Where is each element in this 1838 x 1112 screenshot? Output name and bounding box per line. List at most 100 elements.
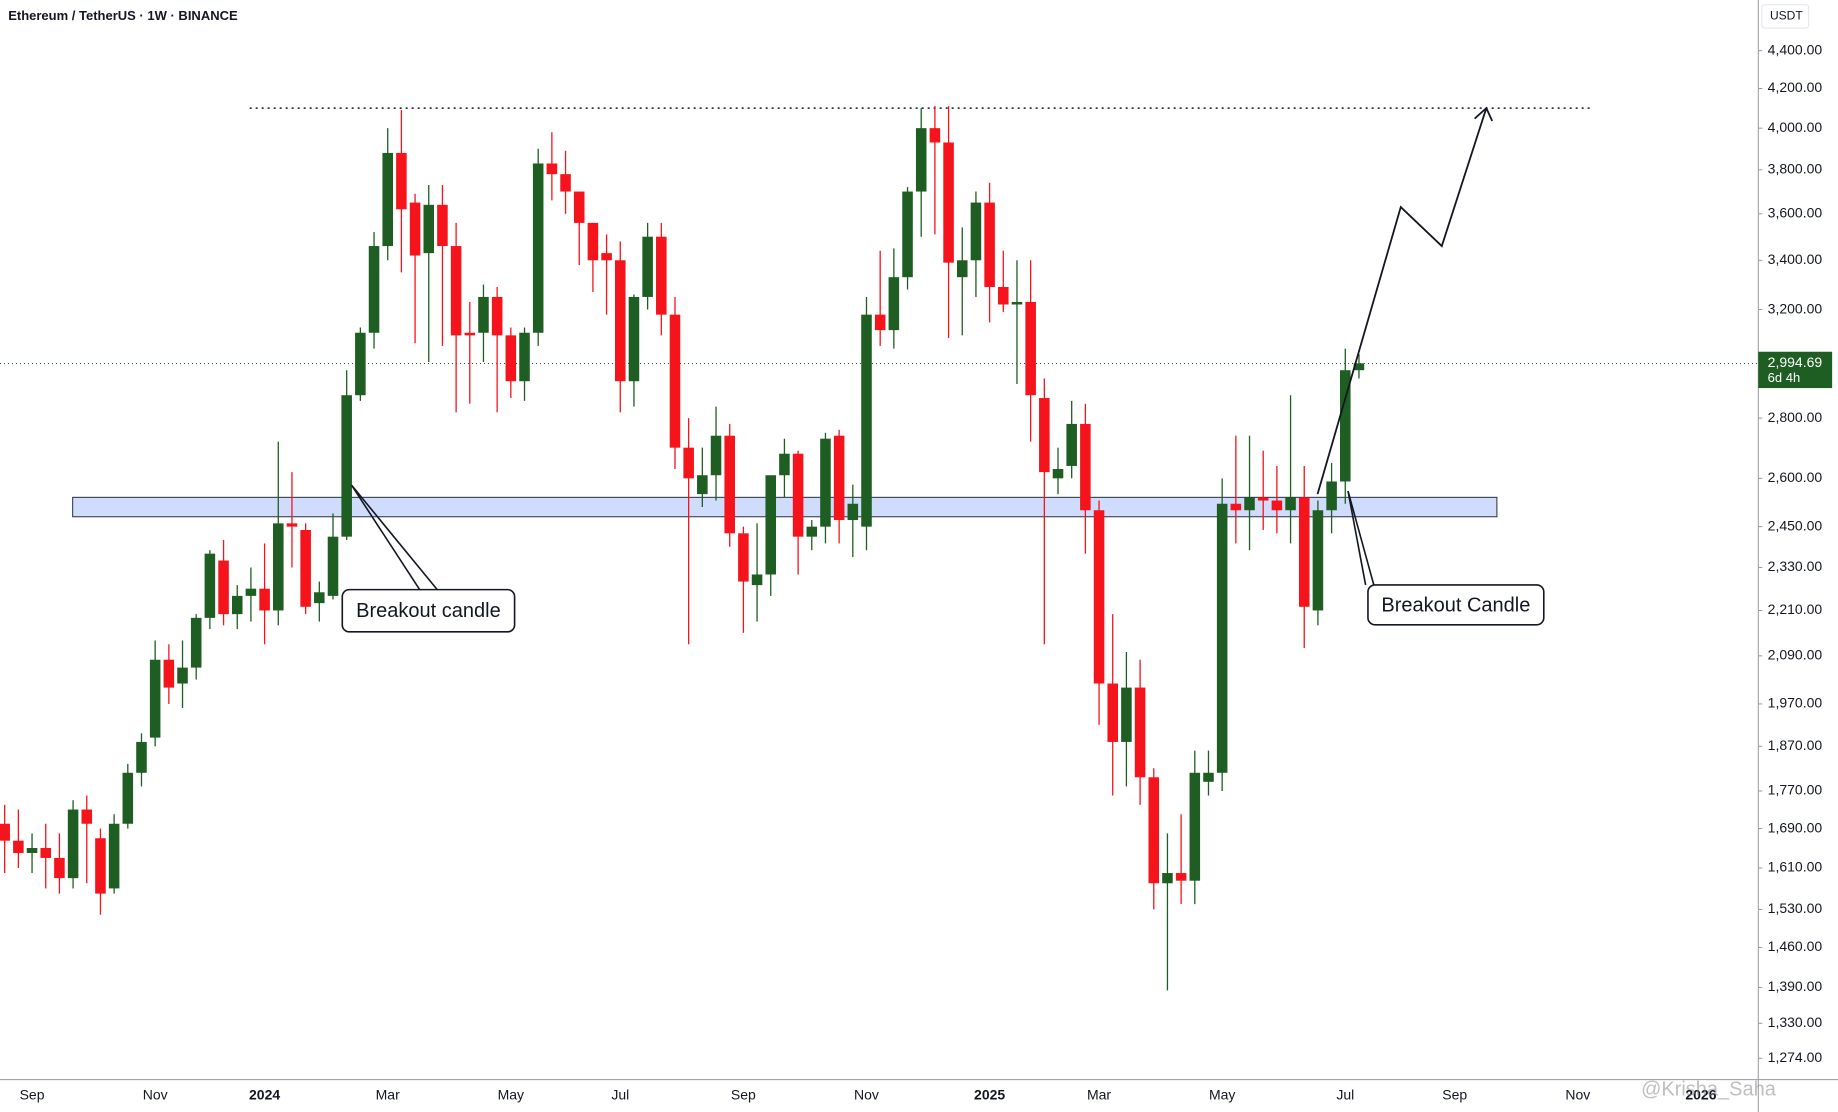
candle-body	[1230, 503, 1242, 511]
y-tick-label: 4,000.00	[1768, 119, 1823, 135]
candle-body	[984, 202, 995, 288]
candle-body	[300, 529, 311, 607]
candle-body	[231, 595, 243, 615]
candle-body	[1340, 370, 1351, 482]
y-tick-label: 1,770.00	[1768, 782, 1823, 798]
y-tick-label: 4,200.00	[1768, 79, 1823, 95]
candle-body	[519, 332, 530, 382]
candle-body	[464, 332, 476, 336]
candle-body	[724, 435, 735, 534]
y-tick-label: 4,400.00	[1768, 41, 1823, 57]
candle-body	[956, 260, 968, 278]
candle-body	[1107, 683, 1119, 742]
candle-body	[505, 335, 517, 382]
candle-body	[751, 574, 763, 586]
candle-body	[1312, 510, 1324, 611]
candle-body	[13, 840, 24, 853]
annotation-text: Breakout candle	[356, 600, 501, 622]
y-tick-label: 2,450.00	[1768, 517, 1823, 533]
x-tick-label: 2024	[249, 1087, 280, 1103]
y-tick-label: 1,970.00	[1768, 695, 1823, 711]
candle-body	[382, 152, 393, 247]
watermark: @Krisha_Saha	[1641, 1078, 1777, 1100]
x-tick-label: May	[1209, 1087, 1235, 1103]
y-tick-label: 1,390.00	[1768, 978, 1823, 994]
candle-body	[204, 553, 216, 618]
candle-body	[614, 260, 626, 382]
candle-body	[122, 772, 134, 824]
candle-body	[1244, 497, 1255, 511]
candle-body	[1285, 497, 1296, 511]
candle-body	[437, 204, 448, 247]
candle-body	[874, 314, 886, 331]
candle-body	[177, 667, 188, 684]
x-tick-label: 2025	[974, 1087, 1005, 1103]
candle-body	[1189, 772, 1201, 881]
y-tick-label: 1,530.00	[1768, 900, 1823, 916]
x-tick-label: Sep	[20, 1087, 45, 1103]
candle-body	[423, 204, 435, 254]
annotation-pointer	[351, 484, 438, 591]
candle-body	[806, 526, 818, 537]
candle-body	[902, 191, 913, 278]
projection-arrowhead	[1474, 106, 1494, 122]
candle-body	[218, 560, 229, 615]
candle-body	[656, 236, 667, 315]
candle-body	[327, 536, 339, 596]
candle-body	[532, 163, 544, 333]
candle-body	[1162, 873, 1173, 884]
candle-body	[738, 533, 749, 582]
candle-body	[396, 152, 407, 210]
candle-body	[95, 838, 106, 894]
y-tick-label: 3,800.00	[1768, 161, 1823, 177]
candle-body	[929, 128, 941, 143]
candle-body	[683, 447, 694, 479]
y-tick-label: 1,460.00	[1768, 938, 1823, 954]
candle-body	[0, 823, 10, 841]
last-price-badge	[1758, 351, 1833, 389]
countdown-label: 6d 4h	[1768, 370, 1801, 385]
candle-body	[779, 453, 790, 476]
candle-body	[259, 588, 270, 611]
x-tick-label: Nov	[1565, 1087, 1590, 1103]
x-tick-label: Sep	[731, 1087, 756, 1103]
annotation-box	[341, 588, 516, 633]
candle-body	[1148, 777, 1160, 884]
candle-body	[847, 503, 859, 521]
candle-body	[628, 296, 640, 382]
candle-body	[833, 435, 845, 521]
x-tick-label: Mar	[1087, 1087, 1111, 1103]
annotation-pointer	[1347, 490, 1375, 586]
currency-box	[1761, 4, 1810, 29]
candle-body	[546, 163, 558, 175]
candle-body	[560, 174, 571, 192]
candle-body	[587, 222, 599, 261]
candle-body	[888, 277, 900, 331]
candle-body	[1326, 481, 1337, 511]
y-tick-label: 1,690.00	[1768, 819, 1823, 835]
y-tick-label: 2,600.00	[1768, 469, 1823, 485]
x-tick-label: May	[498, 1087, 524, 1103]
currency-label: USDT	[1770, 9, 1803, 23]
candle-body	[1052, 469, 1064, 479]
candle-body	[1025, 301, 1036, 396]
y-tick-label: 2,330.00	[1768, 558, 1823, 574]
last-price-label: 2,994.69	[1768, 354, 1823, 370]
x-tick-label: Nov	[143, 1087, 168, 1103]
candle-body	[273, 523, 284, 611]
annotation-pointer	[1347, 491, 1367, 586]
candle-body	[245, 588, 257, 596]
candle-body	[149, 659, 161, 738]
candle-body	[998, 287, 1009, 305]
candle-body	[1271, 500, 1283, 511]
candle-body	[1353, 363, 1365, 371]
candle-body	[915, 128, 927, 192]
candle-body	[642, 236, 653, 297]
projection-path	[1316, 107, 1488, 495]
candle-body	[1066, 423, 1077, 466]
candle-body	[1121, 687, 1132, 742]
x-tick-label: Jul	[1336, 1087, 1354, 1103]
x-tick-label: Mar	[376, 1087, 400, 1103]
candle-body	[450, 246, 462, 336]
